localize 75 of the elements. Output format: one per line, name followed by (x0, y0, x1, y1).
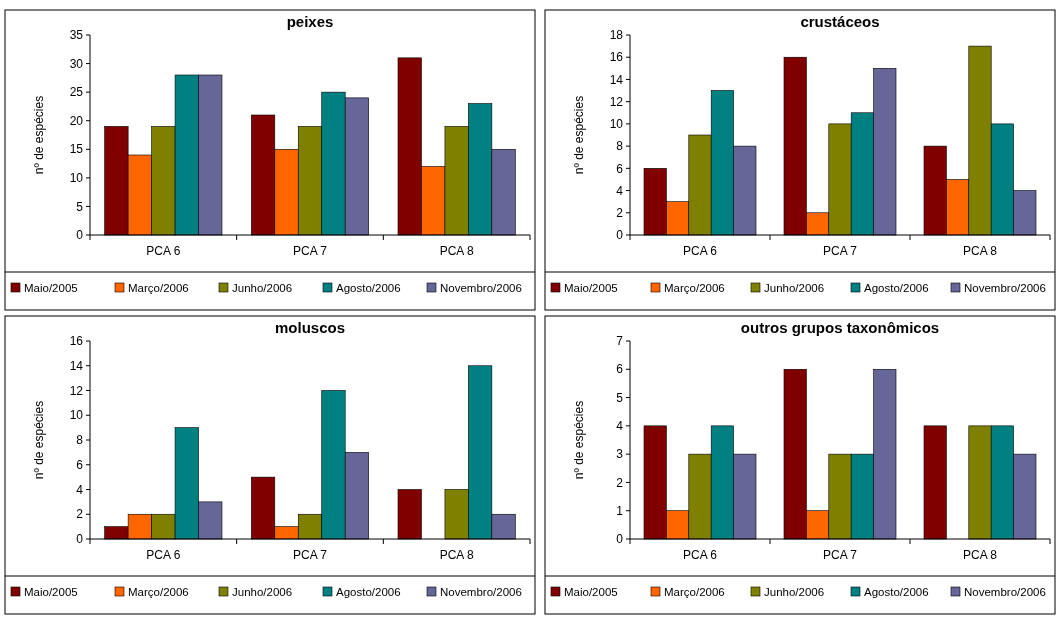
x-tick-label: PCA 6 (682, 548, 718, 562)
y-tick-label: 10 (69, 408, 84, 423)
chart-title: outros grupos taxonômicos (740, 319, 940, 336)
legend-label: Junho/2006 (232, 586, 293, 599)
y-tick-label: 6 (76, 457, 84, 472)
y-tick-label: 2 (76, 507, 84, 522)
x-tick-label: PCA 6 (146, 548, 181, 562)
legend-label: Agosto/2006 (336, 586, 401, 599)
y-axis-title: nº de espécies (32, 400, 46, 480)
legend-label: Junho/2006 (764, 282, 825, 295)
y-tick-label: 12 (69, 383, 84, 398)
y-tick-label: 0 (616, 228, 624, 243)
legend-label: Junho/2006 (764, 586, 825, 599)
x-tick-label: PCA 6 (146, 244, 181, 258)
legend-label: Maio/2005 (564, 586, 618, 599)
y-tick-label: 35 (69, 28, 84, 43)
y-tick-label: 5 (76, 199, 84, 214)
y-tick-label: 10 (69, 171, 84, 186)
y-tick-label: 6 (616, 161, 624, 176)
y-tick-label: 14 (69, 358, 84, 373)
x-tick-label: PCA 6 (682, 244, 718, 258)
y-tick-label: 10 (609, 117, 624, 132)
y-tick-label: 0 (616, 532, 624, 547)
x-tick-label: PCA 8 (439, 548, 474, 562)
y-tick-label: 0 (76, 532, 84, 547)
y-tick-label: 8 (76, 433, 84, 448)
y-tick-label: 1 (616, 503, 624, 518)
legend-label: Maio/2005 (564, 282, 618, 295)
legend-label: Março/2006 (664, 282, 725, 295)
y-tick-label: 7 (616, 334, 624, 349)
y-tick-label: 12 (609, 94, 624, 109)
chart-title: moluscos (274, 319, 346, 336)
legend-label: Novembro/2006 (440, 586, 522, 599)
y-tick-label: 5 (616, 390, 624, 405)
y-tick-label: 18 (609, 28, 624, 43)
legend-label: Agosto/2006 (864, 586, 929, 599)
legend-label: Agosto/2006 (336, 282, 401, 295)
y-tick-label: 25 (69, 85, 84, 100)
chart-title: crustáceos (800, 13, 880, 30)
y-tick-label: 15 (69, 142, 84, 157)
legend-label: Junho/2006 (232, 282, 293, 295)
y-tick-label: 4 (616, 183, 624, 198)
y-tick-label: 30 (69, 56, 84, 71)
y-tick-label: 4 (616, 419, 624, 434)
x-tick-label: PCA 7 (292, 548, 328, 562)
y-tick-label: 14 (609, 72, 624, 87)
x-tick-label: PCA 7 (822, 548, 858, 562)
y-tick-label: 4 (76, 482, 84, 497)
y-axis-title: nº de espécies (572, 400, 586, 480)
legend-label: Agosto/2006 (864, 282, 929, 295)
legend-label: Maio/2005 (24, 586, 78, 599)
legend-label: Novembro/2006 (440, 282, 522, 295)
legend-label: Março/2006 (128, 282, 189, 295)
y-tick-label: 8 (616, 139, 624, 154)
x-tick-label: PCA 7 (292, 244, 328, 258)
legend-label: Maio/2005 (24, 282, 78, 295)
x-tick-label: PCA 7 (822, 244, 858, 258)
y-tick-label: 16 (609, 50, 624, 65)
chart-title: peixes (286, 13, 334, 30)
x-tick-label: PCA 8 (439, 244, 474, 258)
y-axis-title: nº de espécies (572, 95, 586, 175)
legend-label: Novembro/2006 (964, 282, 1046, 295)
legend-label: Março/2006 (128, 586, 189, 599)
y-axis-title: nº de espécies (32, 95, 46, 175)
y-tick-label: 0 (76, 228, 84, 243)
y-tick-label: 16 (69, 334, 84, 349)
x-tick-label: PCA 8 (962, 244, 998, 258)
y-tick-label: 3 (616, 447, 624, 462)
legend-label: Novembro/2006 (964, 586, 1046, 599)
legend-label: Março/2006 (664, 586, 725, 599)
y-tick-label: 2 (616, 475, 624, 490)
x-tick-label: PCA 8 (962, 548, 998, 562)
y-tick-label: 2 (616, 205, 624, 220)
y-tick-label: 6 (616, 362, 624, 377)
y-tick-label: 20 (69, 113, 84, 128)
